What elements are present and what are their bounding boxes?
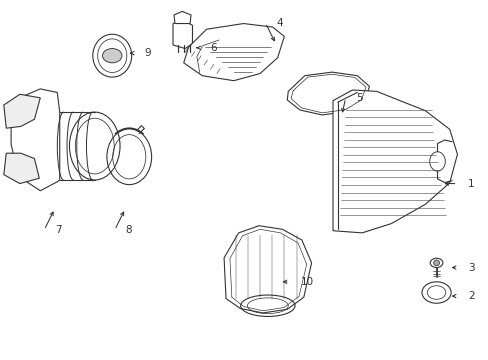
Text: 5: 5 [356,93,362,103]
Polygon shape [4,94,40,128]
Polygon shape [287,72,369,115]
Circle shape [102,49,122,63]
Polygon shape [11,89,60,191]
Text: 4: 4 [276,18,282,28]
Text: 9: 9 [144,48,151,58]
Ellipse shape [433,260,439,266]
Text: 8: 8 [125,225,132,235]
Polygon shape [174,12,191,23]
Polygon shape [224,226,311,313]
Polygon shape [183,23,284,81]
Text: 10: 10 [300,277,313,287]
Polygon shape [332,90,457,233]
Text: 2: 2 [467,291,474,301]
Text: 7: 7 [55,225,61,235]
Polygon shape [4,153,39,184]
Text: 6: 6 [210,43,217,53]
Text: 1: 1 [467,179,474,189]
Circle shape [429,258,442,267]
Text: 3: 3 [467,262,474,273]
Polygon shape [173,20,192,49]
